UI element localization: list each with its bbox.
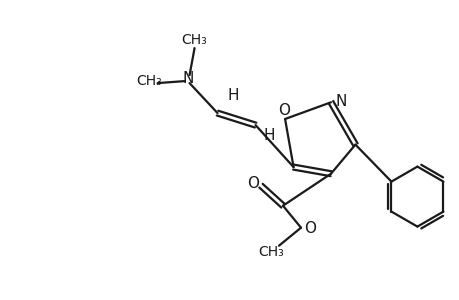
Text: CH₃: CH₃ [181,33,207,47]
Text: O: O [303,221,315,236]
Text: N: N [335,94,346,109]
Text: O: O [278,103,290,118]
Text: CH₃: CH₃ [136,74,162,88]
Text: O: O [246,176,258,191]
Text: CH₃: CH₃ [257,245,283,259]
Text: H: H [227,88,239,103]
Text: N: N [183,70,194,86]
Text: H: H [263,128,275,142]
